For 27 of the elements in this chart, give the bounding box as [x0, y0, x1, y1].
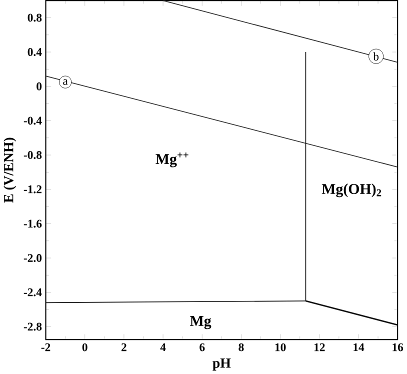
annotation: b: [373, 52, 379, 60]
x-tick-label: 14: [354, 343, 364, 351]
y-tick-label: 0: [36, 82, 42, 90]
y-tick-label: -1.6: [24, 220, 42, 228]
y-tick-label: -0.4: [24, 116, 42, 125]
x-tick-label: 4: [160, 343, 166, 351]
x-tick-label: 2: [122, 343, 126, 352]
annotation: Mg(OH)$_{2}$: [322, 183, 382, 198]
x-tick-label: 10: [275, 343, 286, 352]
y-axis-title: E (V/ENH): [4, 138, 16, 203]
x-tick-label: 12: [314, 343, 325, 352]
x-tick-label: -2: [41, 343, 50, 352]
annotation: Mg$^{++}$: [156, 152, 188, 168]
x-tick-label: 8: [238, 343, 244, 352]
x-tick-label: 0: [82, 343, 88, 352]
y-tick-label: 0.8: [28, 14, 42, 22]
y-tick-label: -2.0: [24, 254, 42, 262]
annotation: a: [63, 79, 68, 85]
x-tick-label: 6: [200, 343, 205, 352]
x-axis-title: pH: [212, 358, 231, 370]
annotation: Mg: [190, 316, 212, 330]
y-tick-label: -1.2: [24, 185, 42, 194]
y-tick-label: -0.8: [24, 150, 42, 159]
y-tick-label: -2.4: [24, 288, 42, 296]
y-tick-label: 0.4: [28, 48, 42, 56]
x-tick-label: 16: [392, 343, 404, 352]
y-tick-label: -2.8: [24, 322, 42, 331]
